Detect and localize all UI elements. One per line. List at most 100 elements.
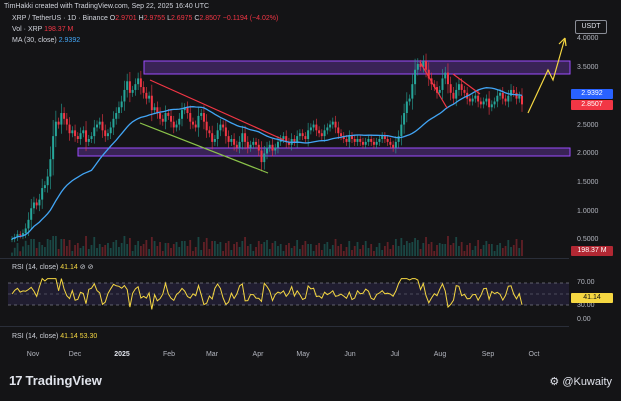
candle [389, 141, 392, 145]
volume-bar [348, 241, 351, 256]
candle [120, 101, 123, 108]
volume-bar [35, 248, 38, 256]
volume-bar [266, 240, 268, 256]
candle [381, 136, 384, 139]
volume-bar [449, 245, 452, 256]
candle [318, 130, 321, 134]
volume-bar [427, 244, 430, 256]
ma-price-tag: 2.9392 [571, 89, 613, 99]
candle [115, 113, 118, 119]
volume-bar [340, 244, 342, 256]
candle [293, 139, 296, 142]
volume-bar [203, 242, 205, 256]
candle [438, 89, 441, 93]
volume-bar [52, 236, 55, 256]
volume-bar [260, 244, 263, 256]
candle [252, 141, 255, 145]
rsi-legend[interactable]: RSI (14, close) 41.14 ⊘ ⊘ [12, 264, 94, 271]
tradingview-logo[interactable]: 17 TradingView [9, 373, 102, 388]
volume-bar [482, 245, 485, 256]
candle [38, 199, 41, 206]
volume-bar [507, 240, 510, 256]
volume-bar [172, 244, 175, 256]
volume-bar [345, 247, 348, 256]
settings-icon[interactable]: ⊘ [87, 264, 94, 271]
volume-bar [150, 237, 153, 256]
volume-bar [353, 246, 356, 256]
candle [375, 141, 378, 145]
candle [427, 69, 430, 79]
pane-separator-2[interactable] [0, 326, 569, 327]
candle [331, 121, 334, 125]
volume-bar [38, 242, 41, 256]
volume-bar [493, 251, 496, 256]
candle [65, 118, 68, 125]
candle [197, 115, 200, 128]
volume-bar [189, 240, 192, 256]
volume-bar [22, 246, 24, 256]
volume-bar [227, 241, 230, 256]
candle [238, 141, 241, 148]
candle [178, 118, 181, 125]
price-tick: 0.5000 [577, 236, 599, 243]
volume-bar [153, 241, 156, 256]
volume-bar [87, 249, 90, 256]
volume-bar [74, 245, 76, 256]
author-handle: ⚙ @Kuwaity [549, 376, 612, 388]
candle [276, 141, 279, 148]
candle [235, 144, 238, 148]
candle [87, 139, 90, 142]
candle [348, 136, 351, 142]
volume-bar [367, 248, 370, 256]
rsi-legend-2[interactable]: RSI (14, close) 41.14 53.30 [12, 333, 98, 340]
candle [501, 92, 504, 99]
price-tick: 2.5000 [577, 122, 599, 129]
volume-bar [394, 239, 397, 256]
candle [183, 107, 186, 111]
candle [342, 136, 345, 139]
volume-value: 198.37 M [44, 26, 74, 33]
volume-bar [469, 243, 471, 256]
volume-bar [331, 245, 334, 256]
candle [512, 89, 515, 93]
volume-bar [381, 250, 384, 256]
currency-button[interactable]: USDT [575, 20, 607, 34]
volume-bar [33, 239, 35, 256]
volume-bar [318, 243, 320, 256]
candle [19, 234, 22, 236]
volume-bar [408, 243, 411, 256]
price-tick: 1.5000 [577, 179, 599, 186]
candle [477, 95, 480, 102]
candle [106, 133, 109, 137]
volume-bar [235, 242, 238, 256]
pane-separator-1[interactable] [0, 258, 569, 259]
price-tick: 1.0000 [577, 208, 599, 215]
volume-bar [16, 243, 19, 256]
volume-bar [351, 250, 353, 256]
candle [414, 69, 417, 85]
candle [444, 72, 447, 79]
volume-bar [268, 249, 271, 256]
candle [266, 147, 268, 154]
volume-bar [299, 249, 301, 256]
arrow-head-icon [558, 37, 567, 47]
volume-bar [452, 243, 455, 256]
volume-bar [57, 249, 60, 256]
volume-legend[interactable]: Vol · XRP 198.37 M [12, 26, 74, 33]
volume-bar [290, 248, 293, 256]
candle [312, 124, 315, 128]
volume-bar [49, 240, 52, 256]
eye-icon[interactable]: ⊘ [79, 264, 86, 271]
candle [307, 130, 310, 139]
ma-legend[interactable]: MA (30, close) 2.9392 [12, 37, 81, 44]
symbol-name[interactable]: XRP / TetherUS · 1D · Binance [12, 15, 108, 22]
volume-bar [447, 236, 449, 256]
volume-bar [279, 244, 282, 256]
volume-bar [161, 251, 164, 256]
volume-bar [411, 242, 414, 256]
low-value: 2.6975 [170, 15, 193, 22]
candle [156, 107, 159, 114]
candle [408, 98, 411, 102]
candle [93, 127, 96, 137]
